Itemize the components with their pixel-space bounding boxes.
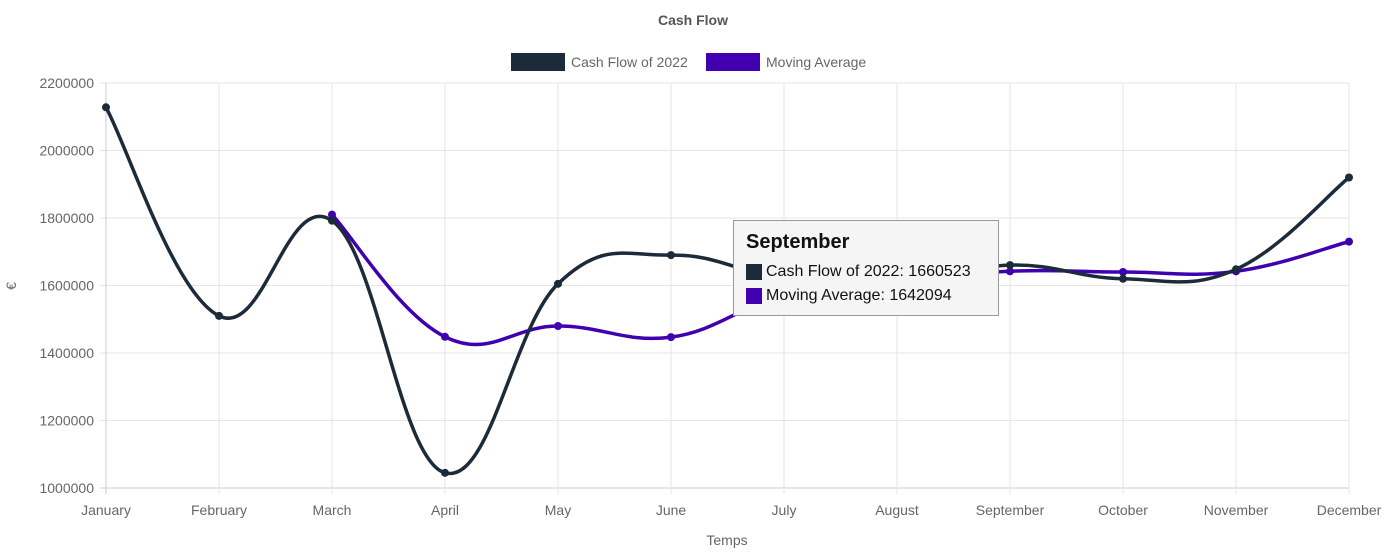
x-tick-label: September (976, 502, 1045, 518)
tooltip-title: September (746, 231, 850, 253)
y-tick-label: 2000000 (39, 143, 94, 159)
x-tick-label: August (875, 502, 919, 518)
data-point-moving-average[interactable] (1006, 267, 1014, 276)
x-tick-label: April (431, 502, 459, 518)
x-tick-label: May (545, 502, 571, 518)
data-point-cash-flow[interactable] (215, 311, 223, 320)
x-tick-label: January (81, 502, 131, 518)
tooltip-swatch-cash-flow (746, 264, 762, 280)
tooltip-row-moving-average: Moving Average: 1642094 (746, 284, 986, 308)
y-axis-title: € (3, 282, 19, 290)
data-point-cash-flow[interactable] (667, 251, 675, 260)
x-axis-title: Temps (706, 532, 747, 548)
y-tick-label: 1600000 (39, 278, 94, 294)
data-point-moving-average[interactable] (1119, 268, 1127, 276)
data-point-cash-flow[interactable] (554, 279, 562, 288)
data-point-moving-average[interactable] (1345, 237, 1353, 246)
y-axis-ticks: 1000000 1200000 1400000 1600000 1800000 20000… (39, 75, 94, 496)
legend-label-moving-average[interactable]: Moving Average (766, 54, 866, 70)
tooltip-label-cash-flow: Cash Flow of 2022: 1660523 (766, 263, 971, 280)
data-point-cash-flow[interactable] (1345, 173, 1353, 182)
x-tick-label: October (1098, 502, 1148, 518)
tooltip-row-cash-flow: Cash Flow of 2022: 1660523 (746, 260, 986, 284)
legend-swatch-cash-flow[interactable] (511, 53, 565, 71)
x-axis-ticks: January February March April May June July Augu… (81, 502, 1382, 518)
grid (100, 82, 1350, 494)
data-point-cash-flow[interactable] (1232, 265, 1240, 274)
y-tick-label: 1200000 (39, 413, 94, 429)
x-tick-label: June (656, 502, 687, 518)
legend: Cash Flow of 2022 Moving Average (511, 53, 866, 71)
y-tick-label: 2200000 (39, 75, 94, 91)
data-point-cash-flow[interactable] (328, 216, 336, 225)
y-tick-label: 1000000 (39, 480, 94, 496)
data-point-moving-average[interactable] (667, 333, 675, 342)
data-point-moving-average[interactable] (441, 332, 449, 341)
x-tick-label: March (313, 502, 352, 518)
legend-swatch-moving-average[interactable] (706, 53, 760, 71)
data-point-cash-flow[interactable] (1006, 261, 1014, 270)
x-tick-label: November (1204, 502, 1269, 518)
y-tick-label: 1400000 (39, 345, 94, 361)
tooltip: September Cash Flow of 2022: 1660523 Mov… (733, 220, 999, 316)
series-line-cash-flow (104, 106, 1351, 476)
data-point-cash-flow[interactable] (102, 103, 110, 112)
x-tick-label: July (772, 502, 797, 518)
data-point-cash-flow[interactable] (1119, 274, 1127, 283)
legend-label-cash-flow[interactable]: Cash Flow of 2022 (571, 54, 688, 70)
y-tick-label: 1800000 (39, 210, 94, 226)
tooltip-label-moving-average: Moving Average: 1642094 (766, 287, 952, 304)
data-point-moving-average[interactable] (554, 322, 562, 330)
x-tick-label: February (191, 502, 247, 518)
data-point-cash-flow[interactable] (441, 468, 449, 477)
chart-title: Cash Flow (658, 12, 728, 28)
data-point-moving-average[interactable] (328, 210, 336, 219)
x-tick-label: December (1317, 502, 1382, 518)
tooltip-swatch-moving-average (746, 288, 762, 304)
